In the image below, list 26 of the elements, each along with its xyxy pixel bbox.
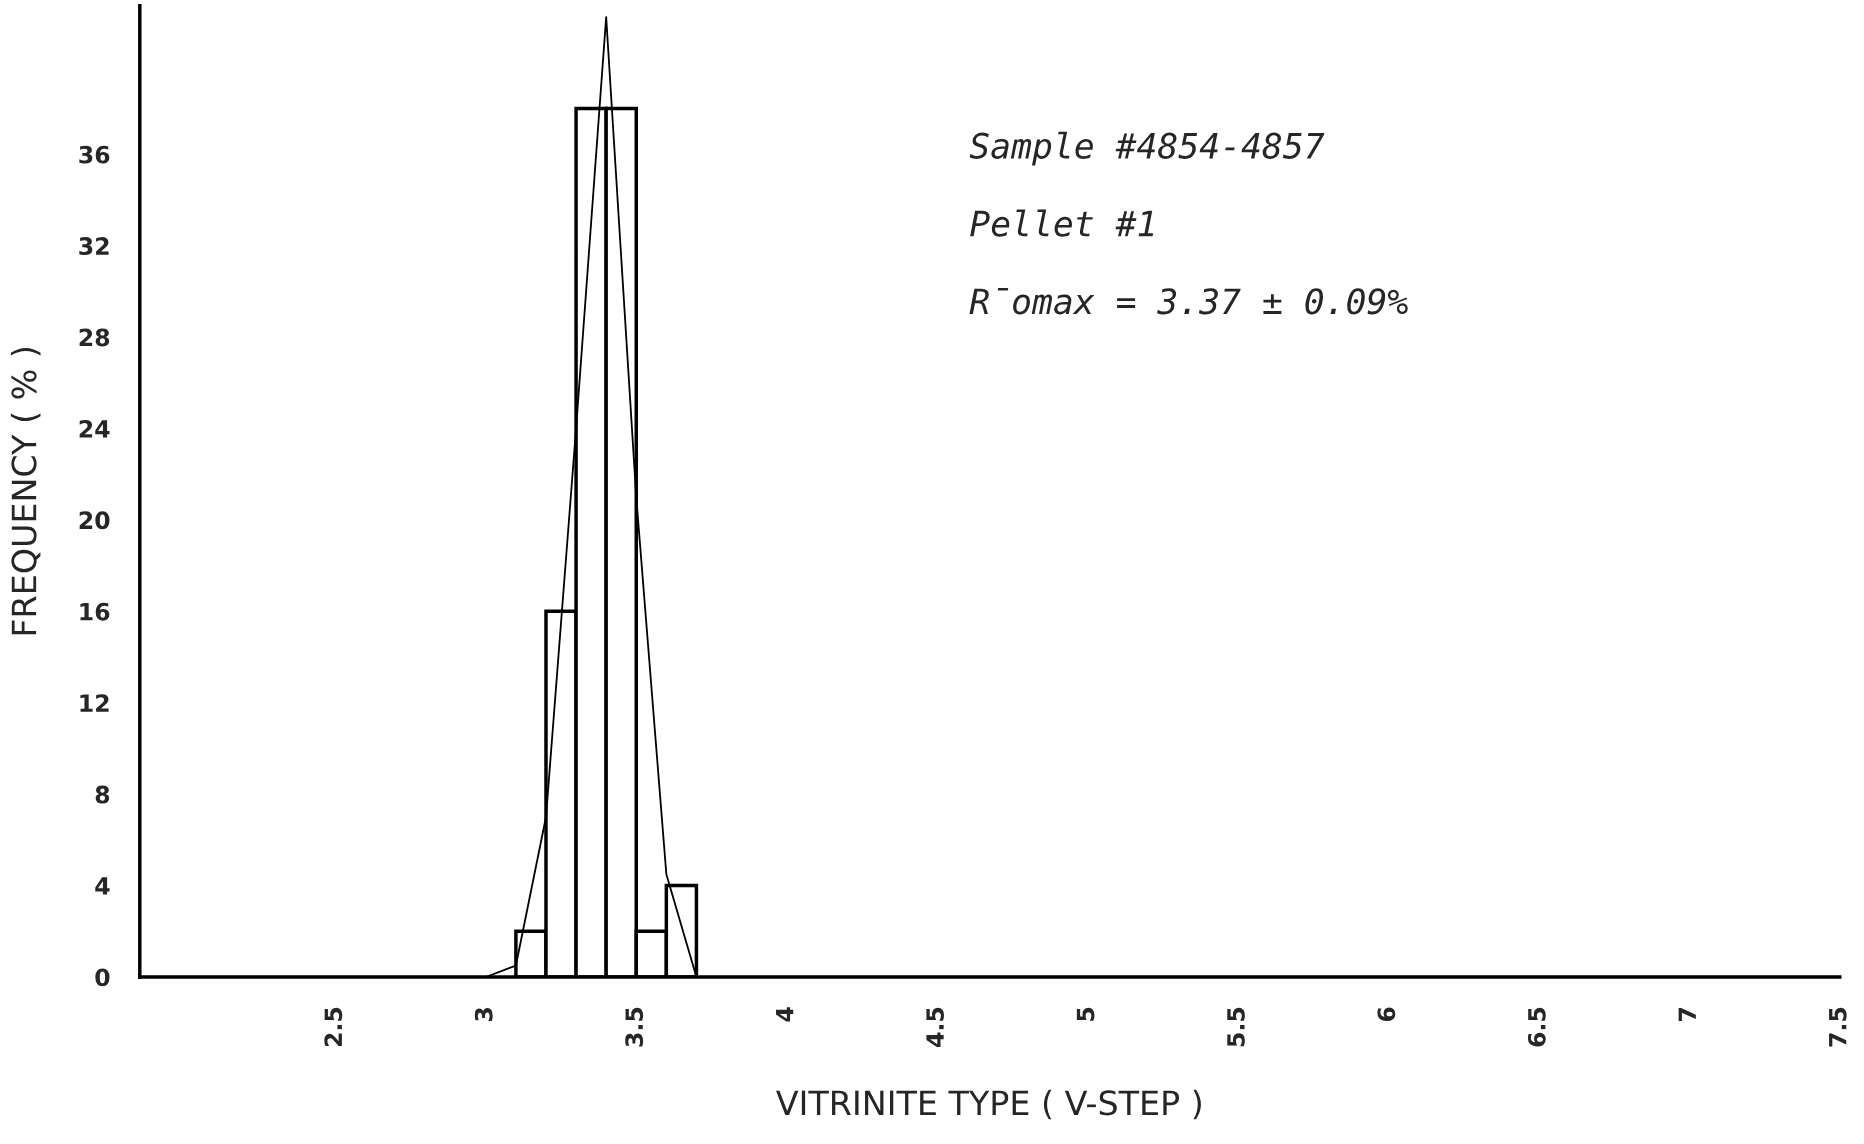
y-tick-label: 0 xyxy=(95,968,110,987)
y-tick-label: 4 xyxy=(95,877,110,895)
x-tick-label: 5 xyxy=(1076,1007,1095,1021)
y-axis-title: FREQUENCY ( % ) xyxy=(10,347,41,635)
x-tick-label: 6.5 xyxy=(1527,1007,1546,1047)
x-tick-label: 3.5 xyxy=(625,1007,644,1047)
y-tick-label: 32 xyxy=(79,237,109,255)
y-tick-label: 20 xyxy=(79,511,110,530)
y-tick-label: 24 xyxy=(79,419,110,438)
x-tick-label: 3 xyxy=(474,1008,493,1021)
annotation: R̄omax = 3.37 ± 0.09% xyxy=(969,288,1408,315)
x-tick-label: 4 xyxy=(775,1007,794,1022)
x-tick-label: 6 xyxy=(1377,1007,1396,1022)
y-tick-label: 16 xyxy=(80,602,110,621)
y-tick-label: 12 xyxy=(80,694,109,712)
x-tick-label: 7 xyxy=(1678,1008,1696,1021)
x-tick-label: 2.5 xyxy=(324,1007,343,1047)
y-tick-label: 8 xyxy=(95,785,110,804)
x-tick-label: 5.5 xyxy=(1227,1007,1245,1047)
x-tick-label: 7.5 xyxy=(1829,1007,1847,1047)
annotation: Pellet #1 xyxy=(970,209,1154,237)
y-tick-label: 28 xyxy=(79,328,110,347)
annotation: Sample #4854-4857 xyxy=(969,131,1325,166)
x-tick-label: 4.5 xyxy=(926,1007,944,1047)
y-tick-label: 36 xyxy=(79,145,110,164)
x-axis-title: VITRINITE TYPE ( V-STEP ) xyxy=(776,1089,1201,1120)
